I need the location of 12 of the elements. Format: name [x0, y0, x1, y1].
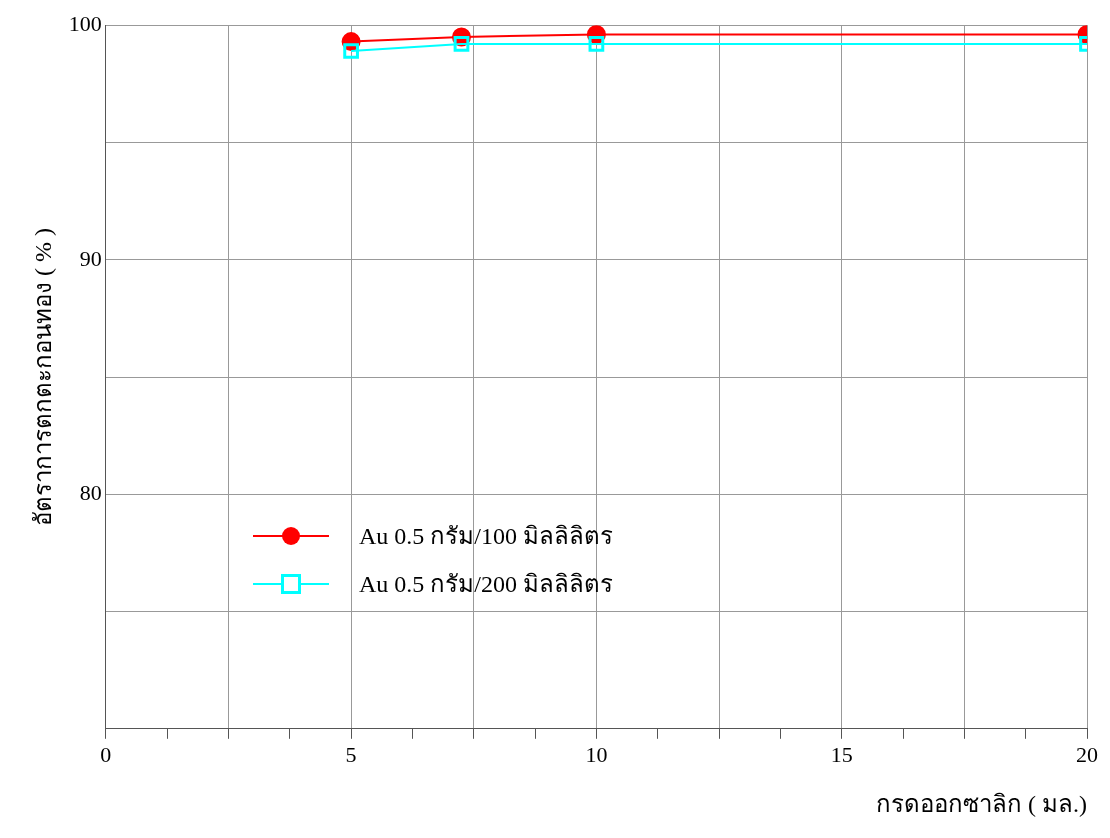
y-tick-label: 80 — [79, 480, 102, 506]
x-tick-label: 10 — [585, 741, 608, 767]
y-tick-label: 90 — [79, 245, 102, 271]
x-tick-label: 0 — [100, 741, 112, 767]
y-axis-title: อัตราการตกตะกอนทอง ( % ) — [29, 228, 56, 526]
x-tick-label: 5 — [345, 741, 357, 767]
legend-label: Au 0.5 กรัม/100 มิลลิลิตร — [358, 522, 613, 552]
x-tick-label: 20 — [1076, 741, 1098, 767]
x-axis-title: กรดออกซาลิก ( มล.) — [876, 790, 1087, 817]
x-tick-label: 15 — [830, 741, 853, 767]
y-tick-label: 100 — [68, 10, 102, 36]
legend-label: Au 0.5 กรัม/200 มิลลิลิตร — [358, 570, 613, 600]
